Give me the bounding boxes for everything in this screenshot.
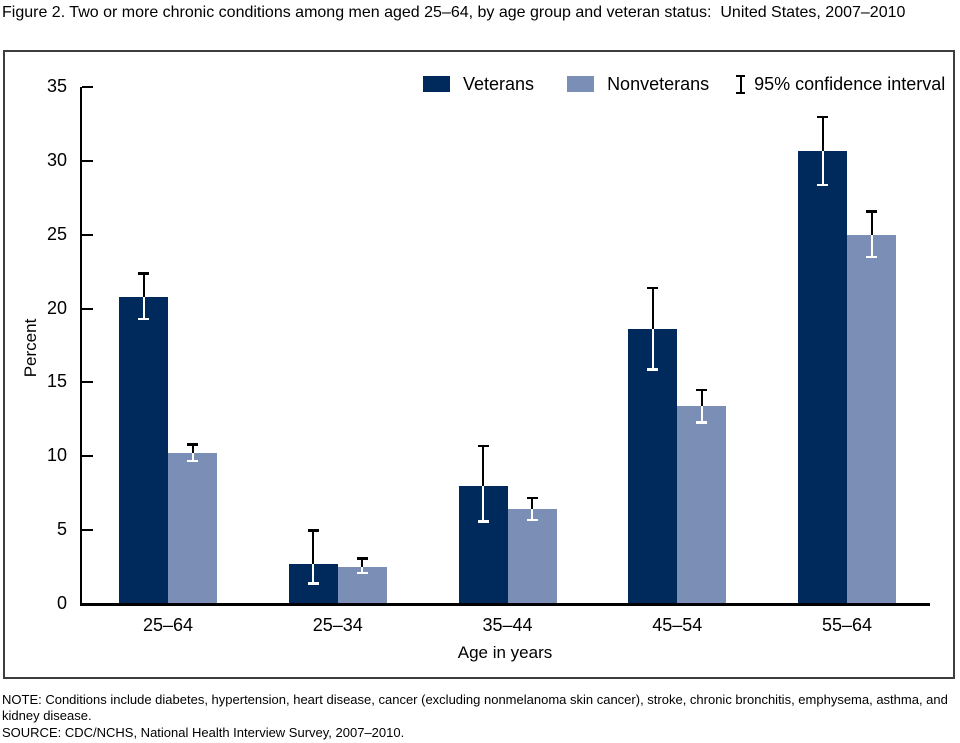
y-tick-label: 35 xyxy=(46,76,67,97)
y-tick xyxy=(82,455,93,458)
error-line-lower-nonveterans-25-34 xyxy=(361,567,364,573)
error-cap-top-veterans-45-54 xyxy=(647,286,659,290)
error-cap-bottom-nonveterans-55-64 xyxy=(866,255,877,259)
y-tick xyxy=(82,307,93,310)
error-line-upper-veterans-25-34 xyxy=(312,530,315,565)
note-text: NOTE: Conditions include diabetes, hyper… xyxy=(2,692,948,723)
bar-veterans-25-64 xyxy=(119,296,168,604)
error-cap-top-nonveterans-45-54 xyxy=(696,388,708,392)
y-tick xyxy=(82,159,93,162)
error-cap-bottom-veterans-55-64 xyxy=(817,183,828,187)
y-tick xyxy=(82,233,93,236)
chart-box: Veterans Nonveterans 95% confidence inte… xyxy=(3,50,955,679)
y-tick xyxy=(82,529,93,532)
y-tick-label: 15 xyxy=(46,371,67,392)
error-line-lower-veterans-55-64 xyxy=(821,150,824,185)
error-line-lower-veterans-25-64 xyxy=(142,296,145,319)
error-cap-bottom-veterans-25-34 xyxy=(307,582,319,585)
bar-nonveterans-35-44 xyxy=(507,509,557,604)
error-line-lower-nonveterans-35-44 xyxy=(531,509,533,520)
bar-veterans-45-54 xyxy=(628,329,678,604)
x-category-label: 25–64 xyxy=(142,615,194,635)
error-line-upper-nonveterans-35-44 xyxy=(531,497,533,510)
x-category-label: 35–44 xyxy=(482,615,533,635)
x-axis-line xyxy=(80,603,930,606)
x-category-label: 55–64 xyxy=(821,615,873,635)
y-tick-label: 5 xyxy=(56,519,67,540)
bar-nonveterans-25-64 xyxy=(168,453,217,604)
legend-swatch-nonveterans xyxy=(567,76,595,92)
error-cap-bottom-veterans-45-54 xyxy=(647,368,659,371)
error-line-upper-nonveterans-45-54 xyxy=(700,389,703,407)
bar-nonveterans-55-64 xyxy=(847,234,896,604)
error-cap-bottom-nonveterans-25-34 xyxy=(356,571,368,575)
y-tick-label: 30 xyxy=(46,149,67,170)
legend-label-nonveterans: Nonveterans xyxy=(607,73,710,94)
source-text: SOURCE: CDC/NCHS, National Health Interv… xyxy=(2,725,405,740)
error-cap-top-veterans-25-64 xyxy=(138,272,149,275)
error-cap-bottom-veterans-25-64 xyxy=(138,317,149,321)
error-line-upper-veterans-45-54 xyxy=(651,287,654,330)
chart-legend: Veterans Nonveterans 95% confidence inte… xyxy=(423,74,945,94)
y-tick-label: 0 xyxy=(56,593,67,613)
error-line-lower-veterans-25-34 xyxy=(312,564,315,584)
error-cap-top-veterans-25-34 xyxy=(307,529,319,532)
plot-area: 25–64 25–34 35–44 45–54 55–64 0 5 10 15 20 25 30 35 xyxy=(5,52,953,677)
error-cap-bottom-veterans-35-44 xyxy=(477,520,489,523)
y-tick-label: 25 xyxy=(46,223,67,244)
x-axis-title: Age in years xyxy=(457,643,553,662)
error-cap-top-veterans-55-64 xyxy=(817,115,828,119)
error-line-upper-nonveterans-25-34 xyxy=(361,558,364,568)
error-line-lower-nonveterans-25-64 xyxy=(191,453,194,461)
error-cap-top-nonveterans-25-64 xyxy=(187,443,198,446)
error-line-upper-nonveterans-25-64 xyxy=(191,444,194,454)
error-cap-top-veterans-35-44 xyxy=(477,444,489,448)
x-category-label: 45–54 xyxy=(652,615,703,635)
error-cap-bottom-nonveterans-25-64 xyxy=(187,459,198,463)
error-line-lower-nonveterans-45-54 xyxy=(700,406,703,423)
y-tick xyxy=(82,381,93,384)
x-category-label: 25–34 xyxy=(312,615,363,635)
error-line-upper-veterans-35-44 xyxy=(482,445,484,486)
bar-veterans-55-64 xyxy=(798,150,847,604)
y-tick-label: 20 xyxy=(46,297,67,318)
y-tick xyxy=(82,86,93,89)
y-tick-label: 10 xyxy=(46,445,67,466)
legend-label-confidence-interval: 95% confidence interval xyxy=(754,73,946,94)
error-line-upper-nonveterans-55-64 xyxy=(870,211,873,235)
error-line-upper-veterans-55-64 xyxy=(821,116,824,151)
error-cap-top-nonveterans-25-34 xyxy=(356,557,368,560)
error-cap-top-nonveterans-35-44 xyxy=(526,496,538,500)
error-cap-top-nonveterans-55-64 xyxy=(866,210,877,213)
error-line-lower-veterans-35-44 xyxy=(482,485,484,522)
legend-swatch-veterans xyxy=(423,76,450,92)
y-axis-line xyxy=(80,87,82,606)
figure-title: Figure 2. Two or more chronic conditions… xyxy=(2,4,906,21)
legend-label-veterans: Veterans xyxy=(463,73,535,94)
error-line-upper-veterans-25-64 xyxy=(142,273,145,297)
error-line-lower-veterans-45-54 xyxy=(651,329,654,370)
bar-nonveterans-45-54 xyxy=(677,406,727,604)
error-line-lower-nonveterans-55-64 xyxy=(870,234,873,257)
error-cap-bottom-nonveterans-45-54 xyxy=(696,421,708,424)
confidence-interval-icon xyxy=(735,74,746,94)
error-cap-bottom-nonveterans-35-44 xyxy=(526,518,538,522)
